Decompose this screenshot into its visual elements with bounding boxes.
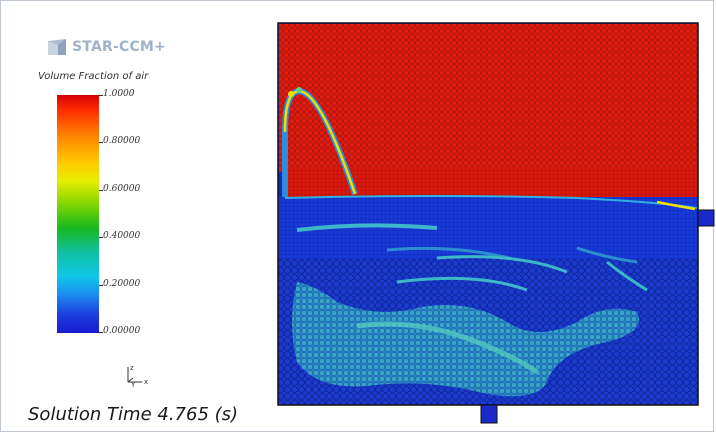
color-bar-label: 0.20000 xyxy=(103,279,141,289)
color-bar-tick xyxy=(99,190,103,191)
color-bar-tick xyxy=(99,332,103,333)
free-surface-spray xyxy=(656,200,696,211)
color-bar-label: 0.00000 xyxy=(103,326,141,336)
color-bar-label: 0.80000 xyxy=(103,136,141,146)
color-bar-tick xyxy=(99,285,103,286)
axis-z-label: z xyxy=(130,364,134,372)
color-bar-label: 0.40000 xyxy=(103,231,141,241)
air-streak xyxy=(576,246,638,264)
color-bar-tick xyxy=(99,95,103,96)
bottom-outlet xyxy=(480,404,498,424)
color-bar-tick xyxy=(99,237,103,238)
simulation-view xyxy=(277,22,715,424)
air-streak xyxy=(436,255,568,274)
star-ccm-logo: STAR-CCM+ xyxy=(46,36,166,58)
color-bar xyxy=(57,95,99,333)
axis-triad-icon: z Y x xyxy=(127,364,148,389)
star-ccm-logo-icon xyxy=(48,39,66,55)
logo-text: STAR-CCM+ xyxy=(72,39,166,55)
axis-y-label: Y xyxy=(130,381,136,389)
air-streak xyxy=(296,223,438,232)
color-bar-label: 1.0000 xyxy=(103,89,135,99)
side-outlet xyxy=(697,209,715,227)
droplet xyxy=(288,91,294,97)
air-streak xyxy=(356,321,539,375)
air-streak xyxy=(396,276,528,292)
air-region xyxy=(279,24,697,172)
color-bar-tick xyxy=(99,142,103,143)
color-bar-label: 0.60000 xyxy=(103,184,141,194)
solution-time-label: Solution Time 4.765 (s) xyxy=(28,404,239,425)
air-streak xyxy=(606,260,648,292)
jet-stream-core xyxy=(283,90,357,195)
axis-x-label: x xyxy=(144,378,148,386)
free-surface xyxy=(284,195,698,209)
legend-title: Volume Fraction of air xyxy=(38,71,149,82)
droplet xyxy=(296,87,302,93)
